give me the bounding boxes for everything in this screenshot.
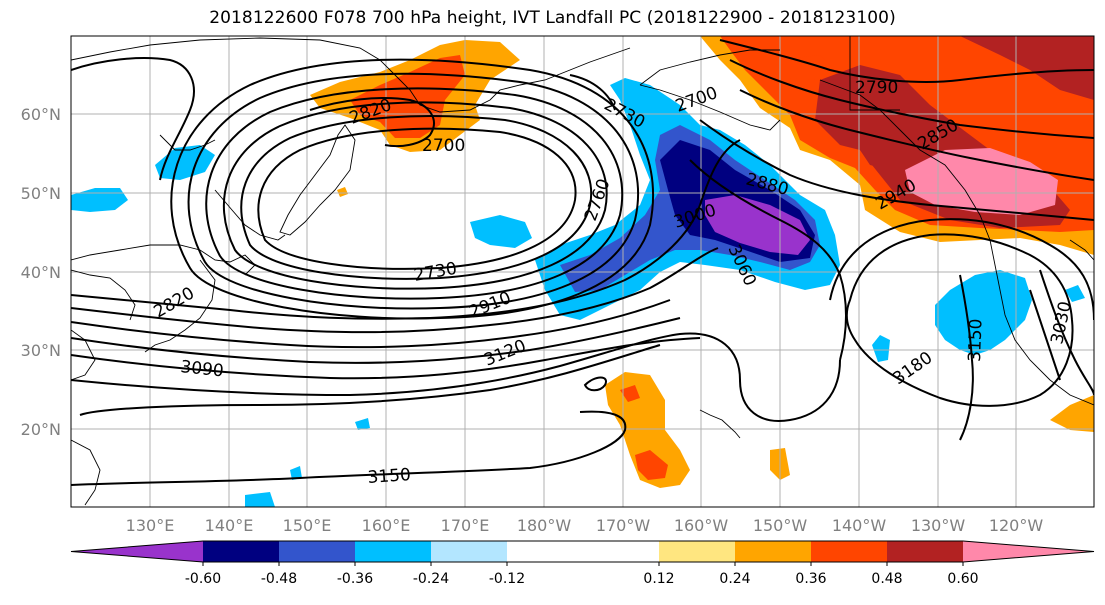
positive-anomaly-small-orange [337,187,348,197]
positive-anomaly-right-edge [1050,395,1094,432]
negative-anomaly-tiny-1 [355,418,370,430]
contour-label: 3150 [965,318,986,362]
negative-anomaly-california [935,270,1032,355]
lon-label: 150°W [753,516,808,535]
colorbar-segment [887,541,964,562]
lat-label: 60°N [21,105,61,124]
positive-anomaly-pink [905,148,1058,215]
latitude-labels: 60°N 50°N 40°N 30°N 20°N [21,105,61,439]
lat-label: 40°N [21,263,61,282]
positive-anomaly-orange-spot [780,55,835,80]
chart-title: 2018122600 F078 700 hPa height, IVT Land… [209,8,896,28]
lon-label: 160°E [362,516,411,535]
colorbar-tick-label: 0.48 [871,571,902,587]
lon-label: 120°W [989,516,1044,535]
colorbar-tick-label: 0.24 [719,571,750,587]
lat-label: 50°N [21,184,61,203]
contour-label: 2790 [855,78,898,98]
colorbar-tick-label: -0.12 [489,571,525,587]
lat-label: 20°N [21,420,61,439]
ivt-shading [71,36,1094,507]
positive-anomaly-okhotsk-inner [350,55,465,138]
map-frame [70,35,1095,508]
positive-anomaly-subtropical-inner [635,450,668,480]
colorbar-tick-label: -0.48 [261,571,297,587]
colorbar-segment [659,541,736,562]
colorbar-tick-label: -0.24 [413,571,449,587]
negative-anomaly-tiny-east [1065,285,1085,302]
positive-anomaly-subtropical-top [620,385,640,402]
graticule [71,36,1094,507]
positive-anomaly-small-red [860,140,900,170]
lon-label: 140°W [832,516,887,535]
colorbar-extend-low [71,541,203,562]
colorbar-tick-label: 0.36 [795,571,826,587]
colorbar-segment [811,541,888,562]
lon-label: 150°E [283,516,332,535]
colorbar-tick-label: 0.60 [947,571,978,587]
negative-anomaly-tiny-2 [290,466,302,480]
lon-label: 130°W [911,516,966,535]
positive-anomaly-subtropical [605,372,690,488]
height-contours [71,39,1094,486]
lon-label: 180°W [517,516,572,535]
lat-label: 30°N [21,341,61,360]
negative-anomaly-small-blue [470,215,532,248]
negative-anomaly-west-edge [71,188,128,212]
colorbar-tick-label: -0.36 [337,571,373,587]
contour-label: 3090 [179,357,224,381]
longitude-labels: 130°E 140°E 150°E 160°E 170°E 180°W 170°… [126,516,1044,535]
colorbar-segment [279,541,356,562]
colorbar-segment [203,541,280,562]
colorbar-segment [583,541,660,562]
colorbar-segment [735,541,812,562]
lon-label: 160°W [674,516,729,535]
colorbar-tick-label: 0.12 [643,571,674,587]
colorbar-segment [431,541,508,562]
colorbar-segment [355,541,432,562]
negative-anomaly-purple [705,195,810,255]
colorbar-extend-high [963,541,1094,562]
negative-anomaly-tiny-3 [245,492,275,507]
lon-label: 170°E [441,516,490,535]
contour-label: 3150 [367,465,412,488]
contour-label: 2700 [422,136,465,156]
lon-label: 130°E [126,516,175,535]
positive-anomaly-northeast-core [960,36,1094,100]
colorbar: -0.60 -0.48 -0.36 -0.24 -0.12 0.12 0.24 0.36 0.4… [70,540,1095,587]
colorbar-tick-label: -0.60 [185,571,221,587]
negative-anomaly-small-east [872,335,890,362]
colorbar-segment [507,541,584,562]
lon-label: 170°W [596,516,651,535]
lon-label: 140°E [205,516,254,535]
